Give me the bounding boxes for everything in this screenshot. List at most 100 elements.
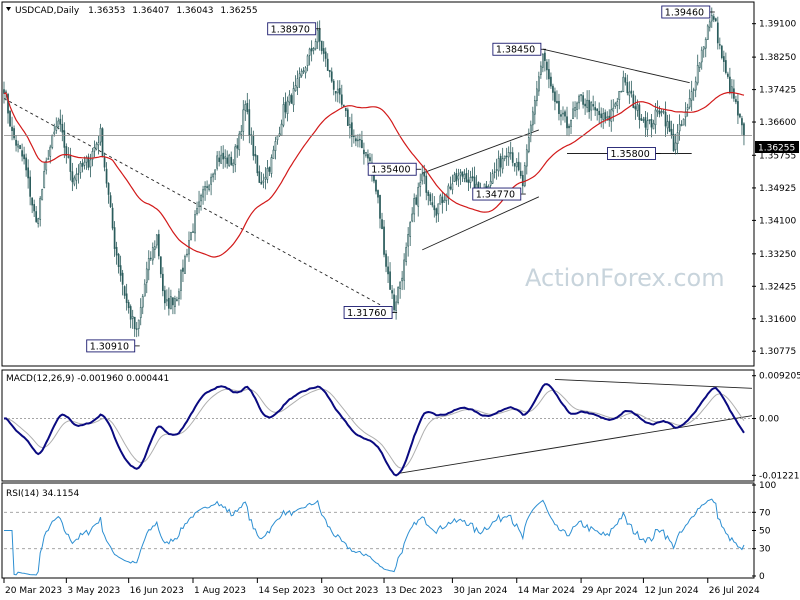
candle-body (628, 91, 631, 96)
candle-body (97, 142, 100, 146)
time-axis-label: 13 Dec 2023 (385, 586, 443, 596)
candle-body (222, 152, 225, 160)
candle-body (272, 149, 275, 159)
candle-body (149, 257, 152, 260)
candle-body (574, 107, 576, 111)
candle-body (230, 156, 233, 165)
candle-body (700, 49, 703, 63)
candle-body (646, 120, 649, 130)
candle-body (355, 138, 357, 142)
candle-body (340, 94, 343, 105)
candle-body (525, 149, 528, 167)
candle-body (212, 173, 214, 178)
candle-body (294, 85, 297, 92)
candle-body (624, 77, 627, 83)
rsi-levels (4, 511, 752, 550)
candle-body (622, 76, 625, 92)
candle-body (511, 152, 514, 163)
candle-body (51, 134, 54, 148)
candle-body (413, 198, 416, 215)
candle-body (166, 299, 168, 302)
candle-body (680, 124, 683, 126)
candle-body (531, 111, 534, 126)
candle-body (202, 189, 204, 198)
candle-body (344, 107, 347, 111)
annotation-box (367, 162, 417, 176)
candle-body (463, 174, 466, 179)
price-axis-label: 1.37425 (759, 86, 796, 96)
candle-body (81, 163, 84, 167)
candle-body (276, 135, 279, 141)
candle-body (170, 296, 172, 310)
candle-body (123, 286, 126, 296)
candle-body (489, 180, 492, 186)
candle-body (718, 44, 721, 46)
candle-body (737, 101, 739, 116)
candle-body (27, 167, 29, 179)
macd-panel-frame (1, 369, 755, 482)
candle-body (694, 81, 697, 91)
candle-body (206, 186, 208, 188)
annotation-label: 1.31760 (347, 308, 386, 319)
candle-body (538, 76, 540, 92)
candle-body (602, 113, 605, 120)
candle-body (147, 258, 150, 271)
candle-body (153, 246, 156, 250)
candle-body (385, 253, 387, 267)
candle-body (401, 277, 403, 282)
candle-body (69, 154, 72, 172)
candle-body (312, 48, 315, 51)
candle-body (159, 256, 162, 275)
candle-body (244, 104, 247, 111)
candle-body (409, 222, 412, 237)
candle-body (310, 47, 313, 52)
candle-body (702, 46, 705, 50)
candle-body (634, 106, 637, 110)
price-trend-line (542, 48, 690, 84)
candle-body (529, 124, 532, 136)
candle-body (41, 189, 44, 201)
candle-body (286, 100, 289, 114)
candle-body (53, 131, 56, 135)
candle-body (320, 40, 323, 51)
candle-body (688, 98, 691, 108)
candle-body (682, 118, 685, 126)
annotation-box (267, 22, 317, 36)
rsi-axis-label: 30 (759, 545, 771, 555)
candle-body (658, 110, 661, 115)
candle-body (554, 91, 556, 102)
price-watermark: ActionForex.com (525, 264, 725, 292)
candle-body (542, 53, 544, 68)
candle-body (57, 120, 60, 127)
candle-body (192, 231, 194, 233)
candle-body (459, 172, 462, 176)
candle-body (586, 99, 588, 108)
annotation-box (607, 147, 656, 160)
candle-body (616, 101, 619, 106)
candle-body (252, 135, 255, 156)
macd-panel: MACD(12,26,9) -0.001960 0.000441 0.00920… (1, 369, 800, 482)
price-trend-line (422, 196, 540, 251)
candle-body (505, 155, 508, 158)
candle-body (523, 165, 526, 187)
rsi-axis: 100 70 50 30 0 (752, 481, 776, 582)
candle-body (519, 170, 522, 177)
candle-body (324, 51, 327, 59)
candle-body (638, 104, 641, 121)
candle-body (346, 109, 349, 126)
candle-body (485, 185, 488, 188)
macd-trend-line (554, 378, 753, 389)
candle-body (596, 108, 599, 111)
candle-body (302, 70, 305, 73)
macd-axis-label: -0.012216 (759, 471, 800, 481)
candle-body (119, 265, 122, 276)
candle-body (739, 113, 741, 118)
candle-body (437, 203, 440, 215)
candle-body (25, 157, 27, 171)
candle-body (453, 174, 456, 182)
candle-body (614, 103, 617, 107)
candle-body (226, 157, 229, 164)
candle-body (111, 207, 114, 229)
candle-body (49, 146, 52, 157)
candle-body (630, 90, 633, 94)
